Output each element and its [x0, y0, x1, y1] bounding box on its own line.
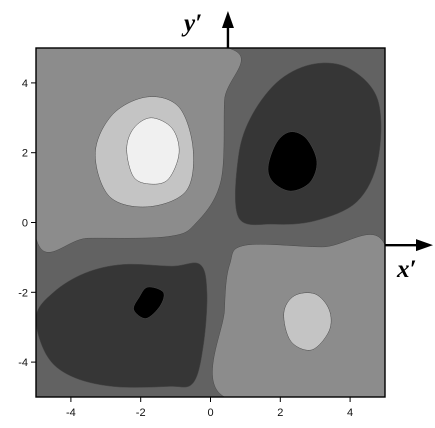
x-tick-label: 2: [277, 407, 283, 419]
x-prime-axis-label: x′: [396, 256, 417, 283]
contour-region-7: [267, 131, 318, 192]
y-prime-axis-label: y′: [181, 10, 202, 37]
y-tick-label: 0: [22, 218, 28, 230]
y-tick-label: -2: [18, 287, 28, 299]
x-tick-label: 4: [347, 407, 353, 419]
x-tick-label: -4: [66, 407, 76, 419]
axes: -4 -2 0 2 4 4 2 0 -2 -4: [18, 47, 386, 419]
y-tick-label: 4: [22, 78, 28, 90]
contour-region-4: [126, 117, 180, 185]
x-tick-label: 0: [207, 407, 213, 419]
contour-region-5: [283, 292, 332, 351]
y-tick-label: 2: [22, 148, 28, 160]
x-tick-label: -2: [136, 407, 146, 419]
y-tick-label: -4: [18, 357, 28, 369]
contour-region-9: [133, 286, 165, 319]
y-prime-arrowhead: [221, 11, 234, 28]
rotated-axes: y′ x′: [181, 10, 433, 283]
x-prime-arrowhead: [416, 239, 433, 252]
contour-plot: [36, 48, 385, 397]
